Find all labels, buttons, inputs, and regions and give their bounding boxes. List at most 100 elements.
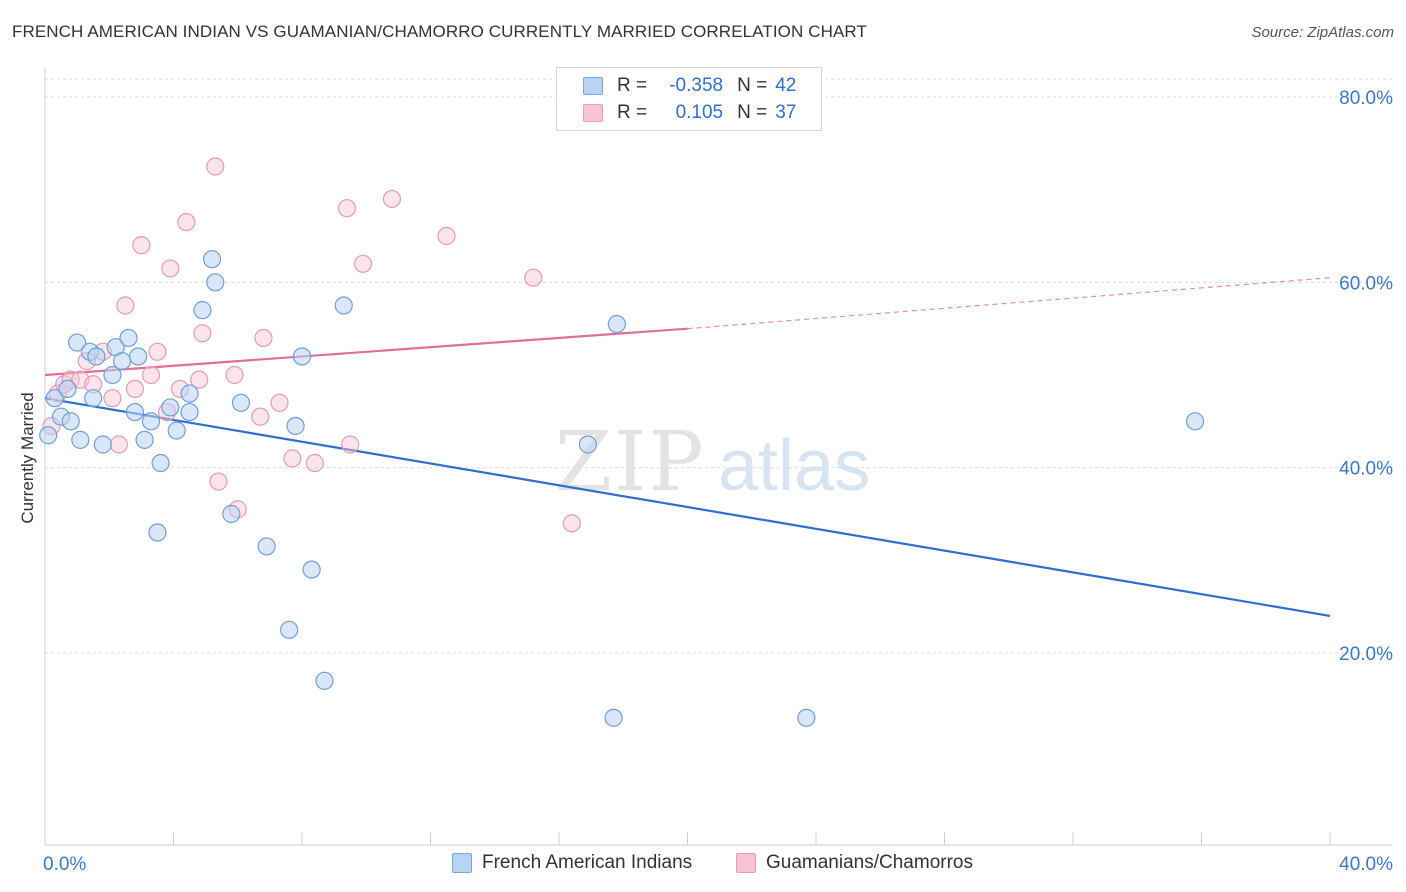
chart-title: FRENCH AMERICAN INDIAN VS GUAMANIAN/CHAM… — [12, 22, 867, 41]
point-french-american-indians — [315, 671, 334, 690]
legend-item-french-american-indians[interactable]: French American Indians — [452, 852, 692, 874]
point-french-american-indians — [93, 435, 112, 454]
x-tick-label: 0.0% — [43, 854, 86, 875]
point-french-american-indians — [87, 347, 106, 366]
r-value: -0.358 — [669, 75, 724, 96]
point-french-american-indians — [231, 393, 251, 412]
legend-label: Guamanians/Chamorros — [766, 852, 973, 873]
point-guamanians-chamorros — [305, 453, 324, 473]
point-french-american-indians — [797, 708, 816, 727]
point-guamanians-chamorros — [337, 199, 357, 218]
blue-swatch — [452, 853, 472, 873]
point-french-american-indians — [604, 708, 623, 727]
point-guamanians-chamorros — [132, 236, 151, 255]
point-guamanians-chamorros — [382, 189, 402, 209]
trend-line-extension — [687, 277, 1331, 330]
watermark-atlas: atlas — [718, 426, 870, 506]
n-label: N = — [737, 75, 768, 96]
point-french-american-indians — [141, 412, 161, 431]
point-french-american-indians — [119, 328, 138, 348]
n-value: 37 — [775, 102, 797, 123]
point-french-american-indians — [151, 453, 170, 473]
watermark-zip: ZIP — [555, 415, 706, 510]
stats-row-blue: R = -0.358 N = 42 — [583, 74, 796, 98]
point-guamanians-chamorros — [225, 365, 244, 385]
r-label: R = — [617, 102, 648, 123]
point-french-american-indians — [39, 426, 58, 445]
point-french-american-indians — [125, 402, 145, 422]
point-french-american-indians — [222, 504, 241, 524]
point-guamanians-chamorros — [109, 435, 128, 454]
point-french-american-indians — [607, 314, 626, 334]
trend-line-guamanians-chamorros — [44, 327, 688, 377]
point-french-american-indians — [578, 435, 598, 454]
point-guamanians-chamorros — [206, 157, 225, 176]
point-guamanians-chamorros — [524, 268, 543, 287]
point-guamanians-chamorros — [125, 379, 145, 398]
point-guamanians-chamorros — [177, 213, 196, 232]
point-french-american-indians — [58, 379, 77, 398]
point-french-american-indians — [112, 352, 132, 371]
point-french-american-indians — [286, 416, 305, 436]
point-french-american-indians — [334, 296, 353, 315]
r-label: R = — [617, 75, 648, 96]
point-french-american-indians — [148, 523, 167, 542]
source-label: Source: ZipAtlas.com — [1251, 24, 1394, 41]
point-guamanians-chamorros — [353, 254, 373, 273]
stats-row-pink: R = 0.105 N = 37 — [583, 101, 796, 125]
y-tick-label: 60.0% — [1339, 273, 1393, 294]
point-french-american-indians — [45, 389, 64, 408]
point-guamanians-chamorros — [116, 296, 135, 315]
blue-swatch — [583, 77, 603, 95]
point-french-american-indians — [1185, 412, 1205, 431]
point-french-american-indians — [135, 430, 154, 449]
point-guamanians-chamorros — [283, 449, 302, 468]
point-guamanians-chamorros — [562, 514, 581, 533]
x-tick-label: 40.0% — [1339, 854, 1393, 875]
point-guamanians-chamorros — [270, 393, 289, 412]
point-guamanians-chamorros — [141, 365, 161, 385]
point-guamanians-chamorros — [209, 472, 228, 491]
point-french-american-indians — [302, 560, 321, 579]
point-guamanians-chamorros — [254, 328, 273, 348]
point-french-american-indians — [129, 347, 148, 366]
point-french-american-indians — [103, 365, 122, 385]
point-guamanians-chamorros — [190, 370, 209, 389]
point-french-american-indians — [71, 430, 90, 449]
point-guamanians-chamorros — [103, 389, 122, 408]
point-guamanians-chamorros — [148, 342, 167, 361]
pink-swatch — [736, 853, 756, 873]
point-french-american-indians — [84, 389, 103, 408]
point-french-american-indians — [61, 412, 80, 431]
point-french-american-indians — [292, 347, 312, 366]
point-french-american-indians — [202, 250, 222, 269]
point-guamanians-chamorros — [251, 407, 270, 426]
point-guamanians-chamorros — [437, 226, 456, 246]
n-value: 42 — [775, 75, 797, 96]
point-guamanians-chamorros — [193, 324, 212, 343]
legend-item-guamanians-chamorros[interactable]: Guamanians/Chamorros — [736, 852, 973, 874]
point-french-american-indians — [180, 402, 199, 422]
point-french-american-indians — [257, 537, 276, 556]
point-french-american-indians — [167, 421, 186, 440]
point-guamanians-chamorros — [161, 259, 180, 278]
point-french-american-indians — [206, 273, 225, 292]
legend-label: French American Indians — [482, 852, 693, 873]
point-guamanians-chamorros — [341, 435, 360, 454]
y-tick-label: 20.0% — [1339, 644, 1393, 665]
y-tick-label: 40.0% — [1339, 459, 1393, 480]
series-legend: French American Indians Guamanians/Chamo… — [0, 852, 1406, 878]
pink-swatch — [583, 104, 603, 122]
point-french-american-indians — [280, 620, 299, 639]
n-label: N = — [737, 102, 768, 123]
r-value: 0.105 — [675, 102, 724, 123]
stats-legend: R = -0.358 N = 42 R = 0.105 N = 37 — [556, 67, 822, 131]
point-french-american-indians — [68, 333, 87, 352]
trend-line-french-american-indians — [44, 397, 1331, 618]
point-french-american-indians — [180, 384, 199, 403]
point-french-american-indians — [193, 301, 212, 320]
y-axis-label: Currently Married — [18, 392, 37, 524]
point-french-american-indians — [161, 398, 180, 417]
y-tick-label: 80.0% — [1339, 88, 1393, 109]
